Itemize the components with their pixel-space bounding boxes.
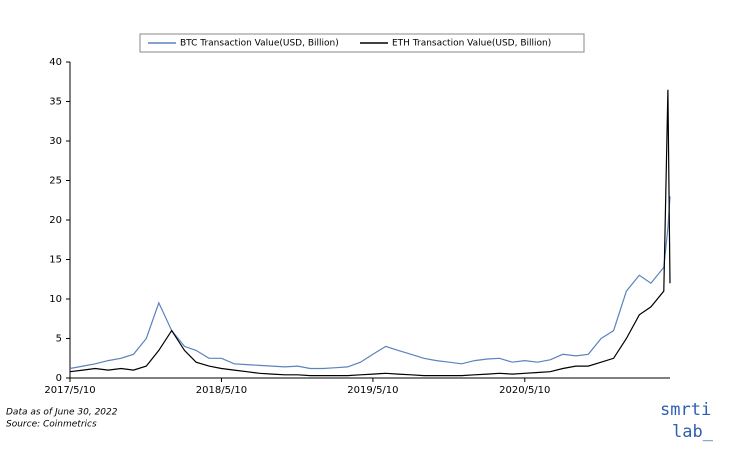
y-tick-label: 5 [56, 334, 62, 345]
legend-label: ETH Transaction Value(USD, Billion) [392, 39, 551, 49]
series-line [69, 196, 671, 370]
y-tick-label: 0 [56, 373, 62, 384]
legend-label: BTC Transaction Value(USD, Billion) [180, 39, 339, 49]
note: Source: Coinmetrics [6, 420, 97, 430]
note: Data as of June 30, 2022 [6, 408, 118, 418]
x-tick-label: 2017/5/10 [44, 385, 95, 396]
y-tick-label: 35 [49, 97, 62, 108]
y-tick-label: 40 [49, 57, 62, 68]
logo: smrti [660, 400, 711, 420]
logo: lab_ [672, 422, 714, 442]
y-tick-label: 15 [49, 255, 62, 266]
y-tick-label: 30 [49, 136, 62, 147]
x-tick-label: 2018/5/10 [196, 385, 247, 396]
y-tick-label: 25 [49, 176, 62, 187]
y-tick-label: 10 [49, 294, 62, 305]
series-line [69, 89, 671, 377]
x-tick-label: 2020/5/10 [499, 385, 550, 396]
y-tick-label: 20 [49, 215, 62, 226]
x-tick-label: 2019/5/10 [347, 385, 398, 396]
